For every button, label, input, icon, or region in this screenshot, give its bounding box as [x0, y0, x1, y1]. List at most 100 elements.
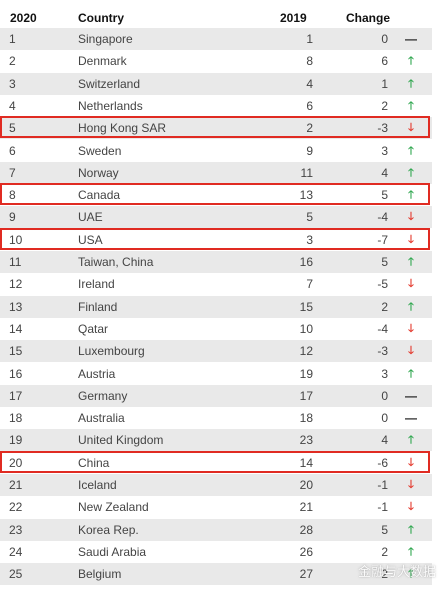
down-arrow-icon: 🡓 [408, 479, 414, 491]
rank-2019-cell: 27 [299, 567, 313, 582]
country-cell: Korea Rep. [78, 522, 139, 537]
country-cell: Singapore [78, 32, 133, 46]
rank-2019-cell: 4 [306, 76, 313, 91]
change-cell: 6 [381, 54, 388, 69]
header-country: Country [78, 11, 124, 25]
table-row: 15 Luxembourg 12 -3 🡓 [0, 340, 432, 363]
rank-2019-cell: 3 [306, 232, 313, 247]
down-arrow-icon: 🡓 [408, 233, 414, 246]
country-cell: Iceland [78, 478, 117, 492]
up-arrow-icon: 🡑 [408, 367, 414, 380]
country-cell: Saudi Arabia [78, 544, 147, 559]
table-header: 2020 Country 2019 Change [0, 0, 432, 28]
country-cell: Netherlands [78, 98, 143, 113]
table-row: 3 Switzerland 4 1 🡑 [0, 72, 432, 95]
table-row: 16 Austria 19 3 🡑 [0, 363, 432, 385]
rank-2020-cell: 12 [9, 277, 23, 292]
table-row: 18 Australia 18 0 — [0, 407, 432, 429]
change-cell: 2 [381, 567, 388, 582]
rank-2020-cell: 21 [9, 478, 23, 492]
change-cell: 4 [381, 433, 388, 448]
country-cell: Norway [78, 165, 119, 180]
rank-2020-cell: 17 [9, 388, 23, 403]
country-cell: Taiwan, China [78, 255, 154, 269]
table-row: 7 Norway 11 4 🡑 [0, 161, 432, 184]
country-cell: Belgium [78, 567, 122, 582]
country-cell: Australia [78, 411, 125, 426]
country-cell: Luxembourg [78, 344, 145, 359]
change-cell: -3 [377, 121, 388, 136]
table-row: 13 Finland 15 2 🡑 [0, 295, 432, 318]
table-row: 11 Taiwan, China 16 5 🡑 [0, 251, 432, 273]
change-cell: -5 [377, 277, 388, 292]
rank-2020-cell: 11 [9, 255, 22, 269]
country-cell: Austria [78, 366, 116, 381]
country-cell: UAE [78, 210, 103, 225]
down-arrow-icon: 🡓 [408, 122, 414, 135]
rank-2019-cell: 5 [306, 210, 313, 225]
up-arrow-icon: 🡑 [408, 99, 414, 112]
table-row: 25 Belgium 27 2 🡑 [0, 563, 432, 586]
change-cell: 0 [381, 388, 388, 403]
table-row: 24 Saudi Arabia 26 2 🡑 [0, 541, 432, 563]
rank-2020-cell: 15 [9, 344, 23, 359]
country-cell: Ireland [78, 277, 115, 292]
rank-2019-cell: 20 [299, 478, 313, 492]
rank-2019-cell: 26 [299, 544, 313, 559]
country-cell: Canada [78, 188, 121, 203]
table-row: 21 Iceland 20 -1 🡓 [0, 474, 432, 496]
rank-2020-cell: 6 [9, 143, 16, 158]
change-cell: -1 [377, 478, 388, 492]
table-row: 22 New Zealand 21 -1 🡓 [0, 496, 432, 518]
change-cell: 1 [381, 76, 388, 91]
change-cell: 5 [381, 255, 388, 269]
up-arrow-icon: 🡑 [408, 300, 414, 313]
rank-2019-cell: 19 [299, 366, 313, 381]
down-arrow-icon: 🡓 [408, 278, 414, 291]
down-arrow-icon: 🡓 [408, 456, 414, 469]
rank-2020-cell: 13 [9, 299, 23, 314]
rank-2020-cell: 20 [9, 455, 23, 470]
up-arrow-icon: 🡑 [408, 434, 414, 447]
country-cell: Qatar [78, 321, 109, 336]
table-row: 20 China 14 -6 🡓 [0, 452, 432, 474]
rank-2019-cell: 21 [299, 500, 313, 515]
rank-2020-cell: 5 [9, 121, 16, 136]
table-row: 6 Sweden 9 3 🡑 [0, 140, 432, 162]
country-cell: USA [78, 232, 103, 247]
country-cell: United Kingdom [78, 433, 164, 448]
rank-2019-cell: 16 [299, 255, 313, 269]
change-cell: 5 [381, 522, 388, 537]
rank-2019-cell: 2 [306, 121, 313, 136]
rank-2019-cell: 11 [300, 165, 313, 180]
rank-2020-cell: 10 [9, 232, 23, 247]
table-row: 23 Korea Rep. 28 5 🡑 [0, 518, 432, 541]
rank-2019-cell: 15 [299, 299, 313, 314]
change-cell: 3 [381, 366, 388, 381]
change-cell: 3 [381, 143, 388, 158]
rank-2020-cell: 2 [9, 54, 16, 69]
country-cell: Denmark [78, 54, 127, 69]
change-cell: -1 [377, 500, 388, 515]
table-row: 19 United Kingdom 23 4 🡑 [0, 429, 432, 452]
change-cell: 5 [381, 188, 388, 203]
up-arrow-icon: 🡑 [408, 166, 414, 179]
down-arrow-icon: 🡓 [408, 345, 414, 358]
change-cell: 4 [381, 165, 388, 180]
table-row: 14 Qatar 10 -4 🡓 [0, 318, 432, 340]
table-row: 12 Ireland 7 -5 🡓 [0, 273, 432, 295]
header-change: Change [346, 11, 391, 25]
rank-2019-cell: 18 [299, 411, 313, 426]
rank-2020-cell: 16 [9, 366, 23, 381]
no-change-dash-icon: — [405, 411, 417, 426]
no-change-dash-icon: — [405, 388, 417, 403]
rank-2020-cell: 22 [9, 500, 23, 515]
country-cell: China [78, 455, 110, 470]
rank-2019-cell: 23 [299, 433, 313, 448]
rank-2019-cell: 28 [299, 522, 313, 537]
up-arrow-icon: 🡑 [408, 77, 414, 90]
rank-2019-cell: 14 [299, 455, 313, 470]
up-arrow-icon: 🡑 [408, 189, 414, 202]
down-arrow-icon: 🡓 [408, 322, 414, 335]
change-cell: 2 [381, 544, 388, 559]
